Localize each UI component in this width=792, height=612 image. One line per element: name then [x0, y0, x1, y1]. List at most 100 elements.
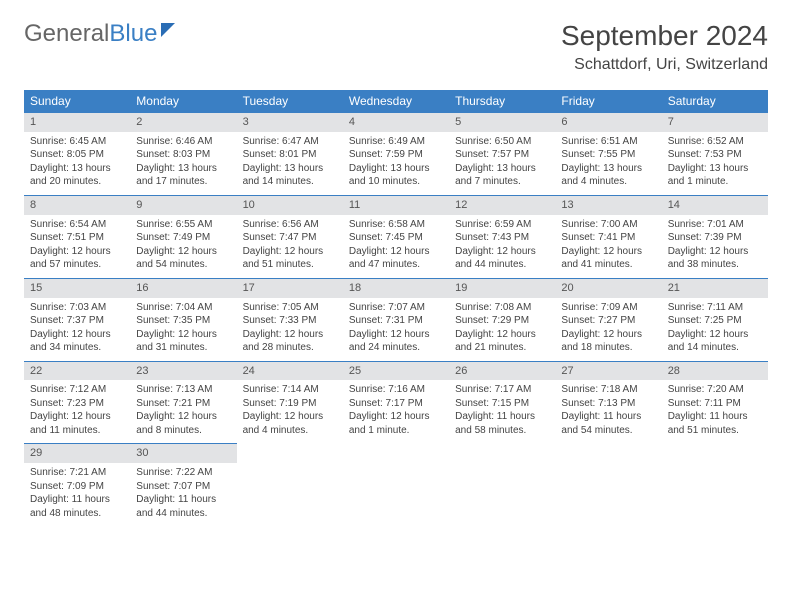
day-detail-cell [555, 463, 661, 526]
day-detail-cell: Sunrise: 7:16 AMSunset: 7:17 PMDaylight:… [343, 380, 449, 444]
daylight-text: Daylight: 12 hours and 28 minutes. [243, 328, 337, 355]
day-number-cell: 23 [130, 361, 236, 380]
daylight-text: Daylight: 12 hours and 14 minutes. [668, 328, 762, 355]
day-number-cell: 15 [24, 278, 130, 297]
sunset-text: Sunset: 7:43 PM [455, 231, 549, 245]
day-detail-cell: Sunrise: 6:59 AMSunset: 7:43 PMDaylight:… [449, 215, 555, 279]
title-block: September 2024 Schattdorf, Uri, Switzerl… [561, 20, 768, 74]
day-number-cell: 30 [130, 444, 236, 463]
day-detail-cell [662, 463, 768, 526]
sunrise-text: Sunrise: 7:01 AM [668, 218, 762, 232]
sunset-text: Sunset: 8:03 PM [136, 148, 230, 162]
day-detail-row: Sunrise: 7:21 AMSunset: 7:09 PMDaylight:… [24, 463, 768, 526]
day-number-cell: 5 [449, 113, 555, 132]
sunrise-text: Sunrise: 7:17 AM [455, 383, 549, 397]
day-number-cell: 28 [662, 361, 768, 380]
day-number-cell: 26 [449, 361, 555, 380]
sunrise-text: Sunrise: 6:50 AM [455, 135, 549, 149]
weekday-header-row: Sunday Monday Tuesday Wednesday Thursday… [24, 90, 768, 113]
sunset-text: Sunset: 8:01 PM [243, 148, 337, 162]
daylight-text: Daylight: 12 hours and 11 minutes. [30, 410, 124, 437]
sunrise-text: Sunrise: 7:11 AM [668, 301, 762, 315]
day-detail-cell: Sunrise: 7:12 AMSunset: 7:23 PMDaylight:… [24, 380, 130, 444]
sunset-text: Sunset: 7:15 PM [455, 397, 549, 411]
daylight-text: Daylight: 12 hours and 21 minutes. [455, 328, 549, 355]
day-detail-cell: Sunrise: 6:54 AMSunset: 7:51 PMDaylight:… [24, 215, 130, 279]
sunset-text: Sunset: 7:23 PM [30, 397, 124, 411]
day-detail-cell: Sunrise: 7:14 AMSunset: 7:19 PMDaylight:… [237, 380, 343, 444]
day-number-cell: 4 [343, 113, 449, 132]
logo-text-general: General [24, 20, 109, 48]
sunset-text: Sunset: 7:31 PM [349, 314, 443, 328]
sunrise-text: Sunrise: 6:58 AM [349, 218, 443, 232]
daylight-text: Daylight: 12 hours and 4 minutes. [243, 410, 337, 437]
sunset-text: Sunset: 7:07 PM [136, 480, 230, 494]
day-detail-cell: Sunrise: 6:56 AMSunset: 7:47 PMDaylight:… [237, 215, 343, 279]
day-detail-cell: Sunrise: 7:11 AMSunset: 7:25 PMDaylight:… [662, 298, 768, 362]
day-detail-row: Sunrise: 7:03 AMSunset: 7:37 PMDaylight:… [24, 298, 768, 362]
day-number-cell: 2 [130, 113, 236, 132]
sunrise-text: Sunrise: 6:59 AM [455, 218, 549, 232]
daylight-text: Daylight: 11 hours and 58 minutes. [455, 410, 549, 437]
day-detail-cell [449, 463, 555, 526]
sunrise-text: Sunrise: 7:14 AM [243, 383, 337, 397]
sunset-text: Sunset: 7:21 PM [136, 397, 230, 411]
sunset-text: Sunset: 7:19 PM [243, 397, 337, 411]
sunset-text: Sunset: 7:39 PM [668, 231, 762, 245]
weekday-header: Sunday [24, 90, 130, 113]
day-number-cell: 21 [662, 278, 768, 297]
day-number-cell: 10 [237, 195, 343, 214]
day-number-cell [343, 444, 449, 463]
daylight-text: Daylight: 13 hours and 17 minutes. [136, 162, 230, 189]
day-detail-row: Sunrise: 6:54 AMSunset: 7:51 PMDaylight:… [24, 215, 768, 279]
day-detail-cell: Sunrise: 7:05 AMSunset: 7:33 PMDaylight:… [237, 298, 343, 362]
daylight-text: Daylight: 13 hours and 4 minutes. [561, 162, 655, 189]
sunset-text: Sunset: 7:47 PM [243, 231, 337, 245]
day-number-row: 1234567 [24, 113, 768, 132]
daylight-text: Daylight: 12 hours and 31 minutes. [136, 328, 230, 355]
daylight-text: Daylight: 13 hours and 7 minutes. [455, 162, 549, 189]
sunrise-text: Sunrise: 7:20 AM [668, 383, 762, 397]
day-detail-cell: Sunrise: 7:18 AMSunset: 7:13 PMDaylight:… [555, 380, 661, 444]
day-number-cell [449, 444, 555, 463]
sunrise-text: Sunrise: 6:45 AM [30, 135, 124, 149]
sunrise-text: Sunrise: 7:05 AM [243, 301, 337, 315]
day-number-cell: 7 [662, 113, 768, 132]
daylight-text: Daylight: 12 hours and 54 minutes. [136, 245, 230, 272]
daylight-text: Daylight: 12 hours and 57 minutes. [30, 245, 124, 272]
day-number-cell: 12 [449, 195, 555, 214]
day-number-cell: 1 [24, 113, 130, 132]
day-detail-cell: Sunrise: 6:51 AMSunset: 7:55 PMDaylight:… [555, 132, 661, 196]
sunset-text: Sunset: 7:59 PM [349, 148, 443, 162]
day-detail-cell: Sunrise: 7:21 AMSunset: 7:09 PMDaylight:… [24, 463, 130, 526]
sunset-text: Sunset: 7:55 PM [561, 148, 655, 162]
sunset-text: Sunset: 7:35 PM [136, 314, 230, 328]
daylight-text: Daylight: 12 hours and 24 minutes. [349, 328, 443, 355]
sunrise-text: Sunrise: 6:46 AM [136, 135, 230, 149]
daylight-text: Daylight: 12 hours and 38 minutes. [668, 245, 762, 272]
day-number-cell: 22 [24, 361, 130, 380]
day-number-cell: 20 [555, 278, 661, 297]
sunrise-text: Sunrise: 7:18 AM [561, 383, 655, 397]
weekday-header: Thursday [449, 90, 555, 113]
daylight-text: Daylight: 11 hours and 54 minutes. [561, 410, 655, 437]
day-detail-cell: Sunrise: 6:55 AMSunset: 7:49 PMDaylight:… [130, 215, 236, 279]
sunset-text: Sunset: 8:05 PM [30, 148, 124, 162]
sunset-text: Sunset: 7:13 PM [561, 397, 655, 411]
sunrise-text: Sunrise: 6:52 AM [668, 135, 762, 149]
sunset-text: Sunset: 7:33 PM [243, 314, 337, 328]
sunrise-text: Sunrise: 7:08 AM [455, 301, 549, 315]
sunset-text: Sunset: 7:25 PM [668, 314, 762, 328]
day-detail-cell: Sunrise: 7:03 AMSunset: 7:37 PMDaylight:… [24, 298, 130, 362]
header: GeneralBlue September 2024 Schattdorf, U… [24, 20, 768, 74]
day-number-cell: 3 [237, 113, 343, 132]
daylight-text: Daylight: 12 hours and 8 minutes. [136, 410, 230, 437]
daylight-text: Daylight: 12 hours and 18 minutes. [561, 328, 655, 355]
sunrise-text: Sunrise: 6:54 AM [30, 218, 124, 232]
sunrise-text: Sunrise: 6:55 AM [136, 218, 230, 232]
daylight-text: Daylight: 12 hours and 41 minutes. [561, 245, 655, 272]
day-detail-row: Sunrise: 7:12 AMSunset: 7:23 PMDaylight:… [24, 380, 768, 444]
daylight-text: Daylight: 12 hours and 47 minutes. [349, 245, 443, 272]
logo-text-blue: Blue [109, 20, 157, 48]
sunrise-text: Sunrise: 7:22 AM [136, 466, 230, 480]
